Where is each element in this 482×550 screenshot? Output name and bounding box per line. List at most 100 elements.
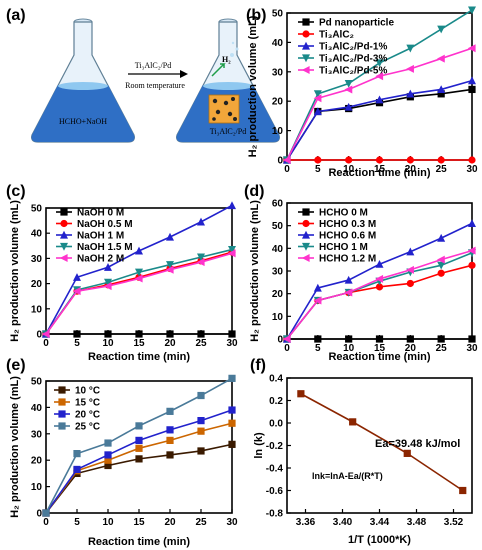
y-tick-label: 0 — [277, 335, 283, 346]
series-naoh-2-m — [41, 249, 236, 338]
data-point — [468, 6, 476, 15]
y-tick-label: 50 — [31, 377, 43, 388]
data-point — [313, 90, 322, 99]
y-tick-label: -0.4 — [266, 464, 284, 475]
legend-label: Pd nanoparticle — [319, 18, 394, 29]
series-ti-alc-pd-3- — [283, 6, 476, 165]
data-point — [135, 330, 143, 338]
left-flask-label: HCHO+NaOH — [59, 117, 107, 126]
data-point — [104, 439, 112, 447]
series-ti-alc- — [283, 156, 476, 164]
x-tick-label: 5 — [74, 338, 80, 349]
x-tick-label: 0 — [284, 343, 290, 354]
y-tick-label: 30 — [31, 429, 43, 440]
data-point — [196, 258, 205, 267]
x-tick-label: 3.52 — [444, 517, 464, 528]
x-tick-label: 15 — [374, 343, 386, 354]
y-tick-label: 0 — [277, 156, 283, 167]
data-point — [406, 279, 414, 288]
chart-c: 0 5 10 15 20 25 30 0 10 20 30 40 50 Reaction time (mi… — [9, 200, 238, 363]
panel-a-scheme: (a) HCHO+NaOH Ti₃AlC₂/Pd Room temperatur… — [6, 7, 280, 143]
legend-label: Ti₃AlC₂ — [319, 30, 354, 41]
legend-marker — [302, 30, 310, 38]
data-point — [197, 253, 205, 262]
y-tick-label: -0.2 — [266, 441, 284, 452]
chart-b: 0 5 10 15 20 25 30 0 10 20 30 40 50 Reaction time (mi… — [247, 6, 478, 179]
data-point — [228, 245, 236, 254]
data-point — [135, 268, 143, 277]
data-point — [41, 330, 50, 338]
legend-label: 20 °C — [75, 410, 100, 421]
data-point — [228, 330, 236, 338]
legend-marker — [302, 18, 310, 26]
legend-label: HCHO 0 M — [319, 208, 368, 219]
x-tick-label: 15 — [133, 517, 145, 528]
y-tick-label: 20 — [31, 456, 43, 467]
data-point — [166, 451, 174, 459]
data-point — [467, 44, 476, 53]
data-point — [344, 79, 353, 88]
chart-d: 0 5 10 15 20 25 30 0 10 20 30 40 50 60 Reaction time (… — [249, 199, 478, 364]
data-point — [228, 406, 236, 414]
data-point — [197, 217, 205, 226]
y-axis-label: H₂ production volume (mL) — [9, 200, 21, 342]
y-tick-label: 0 — [36, 330, 42, 341]
y-axis-label: H₂ production volume (mL) — [9, 376, 21, 518]
x-tick-label: 25 — [436, 343, 448, 354]
x-tick-label: 10 — [102, 517, 114, 528]
legend-marker — [301, 254, 310, 262]
data-point — [436, 54, 445, 63]
y-tick-label: 20 — [31, 279, 43, 290]
data-point — [437, 233, 446, 242]
legend-label: 15 °C — [75, 398, 100, 409]
y-tick-label: 40 — [31, 403, 43, 414]
arrow-bottom-label: Room temperature — [125, 81, 185, 90]
data-point — [104, 278, 112, 287]
series-line — [286, 9, 473, 161]
data-point — [197, 417, 205, 425]
series-hcho-0-m — [283, 335, 476, 343]
data-point — [468, 76, 476, 85]
data-point — [313, 94, 322, 103]
data-point — [104, 263, 112, 271]
data-point — [228, 201, 236, 210]
x-tick-label: 15 — [133, 338, 145, 349]
data-point — [467, 246, 476, 255]
panel-label-e: (e) — [6, 357, 26, 374]
y-tick-label: 50 — [272, 221, 284, 232]
data-point — [166, 261, 174, 269]
data-point — [406, 64, 414, 73]
x-axis-label: Reaction time (min) — [328, 351, 430, 363]
legend-label: 10 °C — [75, 386, 100, 397]
data-point — [228, 374, 236, 382]
data-point — [166, 330, 174, 338]
chart-f: 3.36 3.40 3.44 3.48 3.52 -0.8 -0.6 -0.4 -0.2 0.0 0… — [253, 374, 473, 546]
data-point — [375, 335, 384, 343]
data-point — [375, 156, 384, 164]
legend-marker — [302, 54, 310, 63]
legend-marker — [58, 398, 66, 406]
y-tick-label: 0.2 — [269, 396, 283, 407]
series-hcho-1-2-m — [282, 246, 476, 343]
data-point — [104, 451, 112, 459]
legend-label: HCHO 0.6 M — [319, 231, 376, 242]
y-tick-label: 20 — [272, 289, 284, 300]
series-ti-alc-pd-1- — [283, 76, 476, 164]
data-point — [135, 422, 143, 430]
data-point — [42, 509, 50, 517]
data-point — [314, 335, 322, 343]
y-tick-label: 50 — [31, 204, 43, 215]
legend-marker — [58, 410, 66, 418]
y-tick-label: 40 — [272, 244, 284, 255]
data-point — [437, 156, 445, 164]
series-line — [300, 393, 464, 492]
x-axis-label: Reaction time (min) — [88, 536, 190, 548]
data-point — [437, 85, 446, 94]
y-tick-label: 0.0 — [269, 419, 283, 430]
data-point — [135, 436, 143, 444]
data-point — [406, 265, 414, 274]
series-25-c — [42, 374, 236, 517]
data-point — [375, 95, 384, 104]
series-naoh-1-m — [42, 201, 236, 338]
